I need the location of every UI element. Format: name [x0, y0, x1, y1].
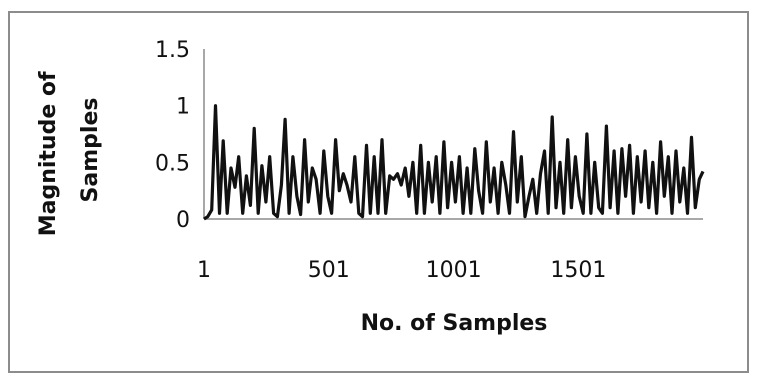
x-tick-label: 1001: [426, 258, 482, 283]
x-tick-label: 1501: [550, 258, 606, 283]
x-tick-labels: 1 501 1001 1501: [197, 258, 606, 283]
x-tick-label: 501: [308, 258, 350, 283]
y-tick-label: 1: [176, 95, 190, 120]
x-tick-label: 1: [197, 258, 211, 283]
x-axis-title: No. of Samples: [361, 311, 548, 336]
y-tick-label: 0: [176, 208, 190, 233]
y-axis-title-line-2: Samples: [78, 98, 103, 203]
y-tick-label: 0.5: [155, 151, 190, 176]
y-tick-label: 1.5: [155, 38, 190, 63]
y-tick-labels: 0 0.5 1 1.5: [155, 38, 190, 233]
series-line: [203, 104, 705, 221]
y-axis-title: Magnitude of Samples: [36, 64, 103, 237]
y-axis-title-line-1: Magnitude of: [36, 71, 61, 236]
